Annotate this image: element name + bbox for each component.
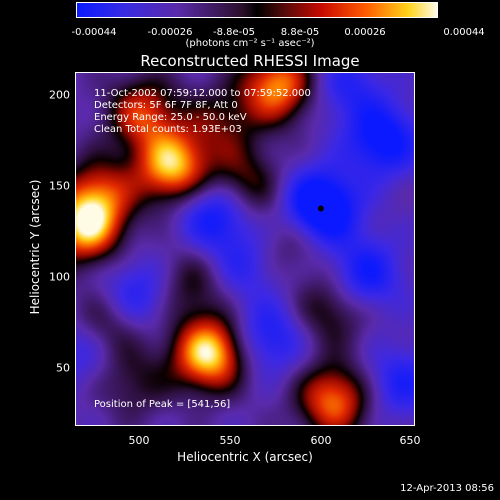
- clean-counts-label: Clean Total counts: 1.93E+03: [94, 124, 242, 135]
- x-axis-title: Heliocentric X (arcsec): [177, 450, 313, 464]
- x-tick-label: 600: [310, 434, 332, 447]
- y-axis-title: Heliocentric Y (arcsec): [28, 179, 42, 315]
- energy-range-label: Energy Range: 25.0 - 50.0 keV: [94, 112, 247, 123]
- time-range-label: 11-Oct-2002 07:59:12.000 to 07:59:52.000: [94, 88, 311, 99]
- colorbar-tick: 0.00044: [443, 27, 485, 38]
- colorbar-unit: (photons cm⁻² s⁻¹ asec⁻²): [185, 38, 315, 49]
- y-tick-label: 200: [49, 88, 70, 102]
- peak-marker-layer: [317, 205, 324, 212]
- colorbar-tick: -0.00026: [147, 27, 193, 38]
- y-tick-label: 150: [49, 179, 70, 193]
- heatmap-image: [76, 73, 414, 425]
- plot-area: 11-Oct-2002 07:59:12.000 to 07:59:52.000…: [75, 72, 415, 426]
- y-tick-label: 100: [49, 270, 70, 284]
- date-stamp: 12-Apr-2013 08:56: [400, 483, 494, 494]
- x-tick-label: 550: [219, 434, 241, 447]
- colorbar: [76, 2, 438, 18]
- colorbar-tick: -8.8e-05: [213, 27, 255, 38]
- colorbar-tick: 0.00026: [344, 27, 386, 38]
- y-tick-label: 50: [56, 361, 70, 375]
- x-tick-label: 650: [399, 434, 421, 447]
- detectors-label: Detectors: 5F 6F 7F 8F, Att 0: [94, 100, 238, 111]
- peak-marker: [317, 205, 324, 212]
- colorbar-tick: -0.00044: [71, 27, 117, 38]
- x-tick-label: 500: [128, 434, 150, 447]
- chart-title: Reconstructed RHESSI Image: [140, 52, 360, 70]
- colorbar-tick: 8.8e-05: [280, 27, 320, 38]
- peak-position-label: Position of Peak = [541,56]: [94, 399, 231, 410]
